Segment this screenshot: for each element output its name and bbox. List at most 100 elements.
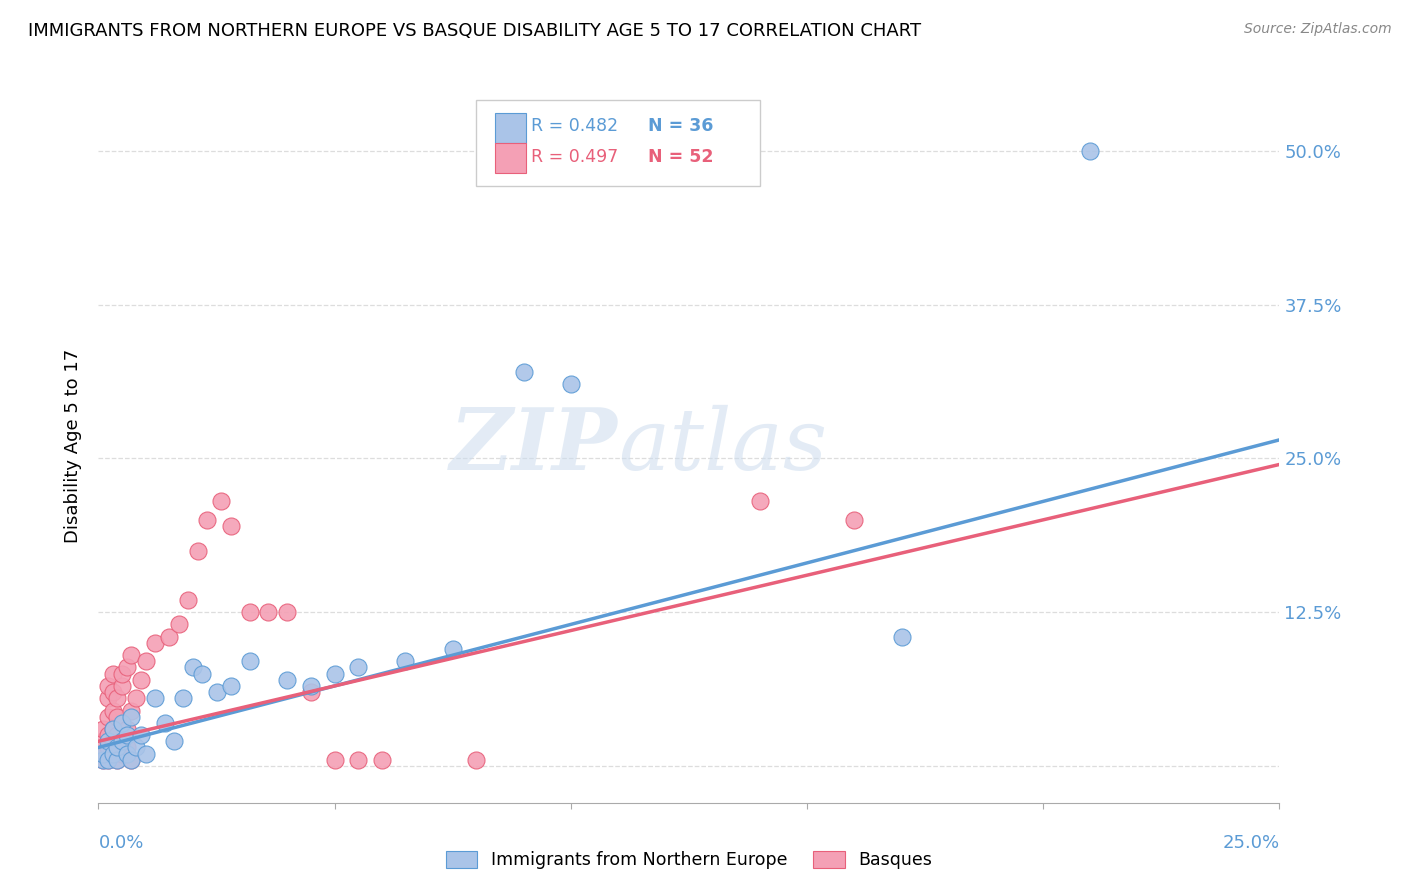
Text: R = 0.497: R = 0.497 (530, 148, 617, 166)
Point (97, 740, 120, 755)
Point (97, 709, 120, 723)
Point (105, 728, 128, 742)
Point (177, 592, 200, 607)
Point (276, 605, 298, 619)
Point (97, 753, 120, 767)
Point (121, 648, 143, 662)
Point (371, 753, 394, 767)
Point (157, 630, 180, 644)
FancyBboxPatch shape (495, 112, 526, 143)
Text: 25.0%: 25.0% (1222, 833, 1279, 852)
Y-axis label: Disability Age 5 to 17: Disability Age 5 to 17 (65, 349, 83, 543)
Point (105, 691, 128, 706)
Point (191, 666, 214, 681)
Point (239, 654, 262, 668)
Point (115, 722, 138, 736)
Point (115, 747, 138, 761)
Point (97, 734, 120, 748)
Point (323, 753, 346, 767)
Point (347, 753, 370, 767)
Point (299, 685, 322, 699)
Text: IMMIGRANTS FROM NORTHERN EUROPE VS BASQUE DISABILITY AGE 5 TO 17 CORRELATION CHA: IMMIGRANTS FROM NORTHERN EUROPE VS BASQU… (28, 22, 921, 40)
Point (115, 660, 138, 674)
Point (91, 747, 114, 761)
Text: R = 0.482: R = 0.482 (530, 118, 617, 136)
Point (121, 704, 143, 718)
Point (105, 753, 128, 767)
Text: N = 36: N = 36 (648, 118, 713, 136)
Point (143, 636, 166, 650)
Text: N = 52: N = 52 (648, 148, 713, 166)
Point (101, 747, 124, 761)
Point (748, 494, 770, 508)
Point (143, 691, 166, 706)
Point (441, 642, 464, 657)
Point (101, 734, 124, 748)
Point (181, 660, 204, 674)
Point (512, 365, 534, 379)
Point (135, 654, 157, 668)
Point (129, 728, 152, 742)
Text: Source: ZipAtlas.com: Source: ZipAtlas.com (1244, 22, 1392, 37)
Point (129, 673, 152, 687)
Point (195, 513, 218, 527)
Point (91, 753, 114, 767)
Point (91, 734, 114, 748)
Point (187, 543, 209, 558)
Point (97, 728, 120, 742)
Point (105, 753, 128, 767)
Point (101, 685, 124, 699)
Point (209, 494, 232, 508)
Point (219, 679, 242, 693)
Point (205, 685, 228, 699)
Point (890, 630, 912, 644)
Point (101, 666, 124, 681)
Point (91, 753, 114, 767)
Point (219, 519, 242, 533)
Point (299, 679, 322, 693)
Point (167, 617, 190, 632)
FancyBboxPatch shape (477, 100, 759, 186)
Point (394, 654, 416, 668)
Point (276, 673, 298, 687)
Point (1080, 144, 1102, 158)
Point (91, 722, 114, 736)
Text: atlas: atlas (619, 405, 827, 487)
Point (239, 605, 262, 619)
Point (172, 691, 194, 706)
Text: 0.0%: 0.0% (98, 833, 143, 852)
Point (121, 753, 143, 767)
Text: ZIP: ZIP (450, 404, 619, 488)
Point (465, 753, 488, 767)
Point (125, 691, 148, 706)
Point (105, 709, 128, 723)
Point (111, 666, 134, 681)
Point (121, 709, 143, 723)
Point (115, 728, 138, 742)
Point (844, 513, 866, 527)
Point (323, 666, 346, 681)
Point (121, 753, 143, 767)
Point (257, 605, 280, 619)
Point (111, 715, 134, 730)
Point (560, 377, 582, 392)
Point (111, 747, 134, 761)
Point (101, 722, 124, 736)
Point (115, 740, 138, 755)
Point (97, 753, 120, 767)
Point (111, 679, 134, 693)
FancyBboxPatch shape (495, 143, 526, 173)
Point (91, 747, 114, 761)
Point (111, 734, 134, 748)
Point (101, 704, 124, 718)
Point (105, 740, 128, 755)
Point (111, 734, 134, 748)
Point (135, 747, 157, 761)
Point (97, 679, 120, 693)
Point (101, 747, 124, 761)
Point (125, 740, 148, 755)
Point (163, 734, 186, 748)
Point (347, 660, 370, 674)
Point (101, 722, 124, 736)
Point (153, 715, 176, 730)
